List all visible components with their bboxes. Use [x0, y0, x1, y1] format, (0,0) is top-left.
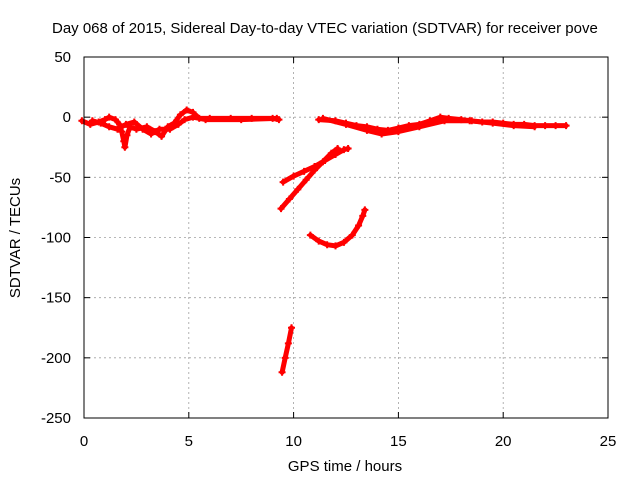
x-tick-label: 15: [390, 433, 407, 450]
data-point: [277, 205, 285, 213]
data-point: [300, 167, 308, 175]
data-point: [130, 118, 138, 126]
data-point: [327, 149, 335, 157]
data-point: [105, 113, 113, 121]
y-tick-label: -50: [49, 169, 71, 186]
data-point: [105, 123, 113, 131]
series-segment: [279, 325, 294, 375]
data-point: [122, 120, 130, 128]
y-tick-label: -100: [41, 230, 71, 247]
y-tick-label: 0: [63, 109, 71, 126]
x-tick-label: 25: [600, 433, 617, 450]
data-point: [147, 130, 155, 138]
data-point: [319, 114, 327, 122]
y-axis-label: SDTVAR / TECUs: [7, 178, 24, 298]
data-point: [363, 126, 371, 134]
data-point: [123, 131, 131, 139]
data-point: [334, 144, 342, 152]
data-point: [155, 125, 163, 133]
data-point: [415, 123, 423, 131]
data-point: [378, 130, 386, 138]
data-point: [541, 122, 549, 130]
data-point: [344, 144, 352, 152]
data-point: [340, 146, 348, 154]
data-point: [121, 143, 129, 151]
data-point: [279, 178, 287, 186]
data-point: [466, 117, 474, 125]
data-point: [139, 125, 147, 133]
data-point: [319, 158, 327, 166]
data-point: [394, 128, 402, 136]
data-point: [311, 166, 319, 174]
y-tick-label: -250: [41, 410, 71, 427]
x-tick-label: 20: [495, 433, 512, 450]
data-point: [510, 122, 518, 130]
data-point: [340, 238, 348, 246]
data-point: [114, 125, 122, 133]
data-point: [183, 106, 191, 114]
data-point: [176, 111, 184, 119]
x-tick-label: 5: [185, 433, 193, 450]
series-segment: [89, 114, 280, 137]
data-point: [174, 120, 182, 128]
data-series: [78, 106, 570, 376]
data-point: [101, 116, 109, 124]
data-point: [562, 122, 570, 130]
data-point: [531, 123, 539, 131]
data-point: [290, 172, 298, 180]
data-point: [294, 185, 302, 193]
data-point: [284, 339, 292, 347]
y-tick-label: -200: [41, 350, 71, 367]
axis-ticks: 0 5 10 15 20 25 -250 -200 -150 -100 -50 0 50: [41, 49, 616, 450]
data-point: [158, 132, 166, 140]
data-point: [111, 116, 119, 124]
data-point: [332, 242, 340, 250]
data-point: [342, 120, 350, 128]
data-point: [120, 137, 128, 145]
data-point: [237, 116, 245, 124]
data-point: [97, 119, 105, 127]
data-point: [88, 117, 96, 125]
series-segment: [278, 146, 341, 212]
data-point: [361, 206, 369, 214]
y-tick-label: 50: [54, 49, 71, 66]
data-point: [285, 195, 293, 203]
data-point: [288, 324, 296, 332]
data-point: [189, 113, 197, 121]
data-point: [552, 122, 560, 130]
x-tick-label: 0: [80, 433, 88, 450]
x-tick-label: 10: [285, 433, 302, 450]
data-point: [202, 116, 210, 124]
data-point: [273, 114, 281, 122]
data-point: [441, 117, 449, 125]
data-point: [359, 212, 367, 220]
data-point: [281, 354, 289, 362]
data-point: [306, 231, 314, 239]
x-axis-label: GPS time / hours: [288, 458, 402, 475]
data-point: [181, 116, 189, 124]
data-point: [166, 125, 174, 133]
data-point: [302, 176, 310, 184]
data-point: [323, 241, 331, 249]
data-point: [348, 231, 356, 239]
data-point: [355, 221, 363, 229]
data-point: [489, 119, 497, 127]
data-point: [278, 368, 286, 376]
chart-title: Day 068 of 2015, Sidereal Day-to-day VTE…: [52, 20, 598, 37]
y-tick-label: -150: [41, 290, 71, 307]
data-point: [315, 237, 323, 245]
